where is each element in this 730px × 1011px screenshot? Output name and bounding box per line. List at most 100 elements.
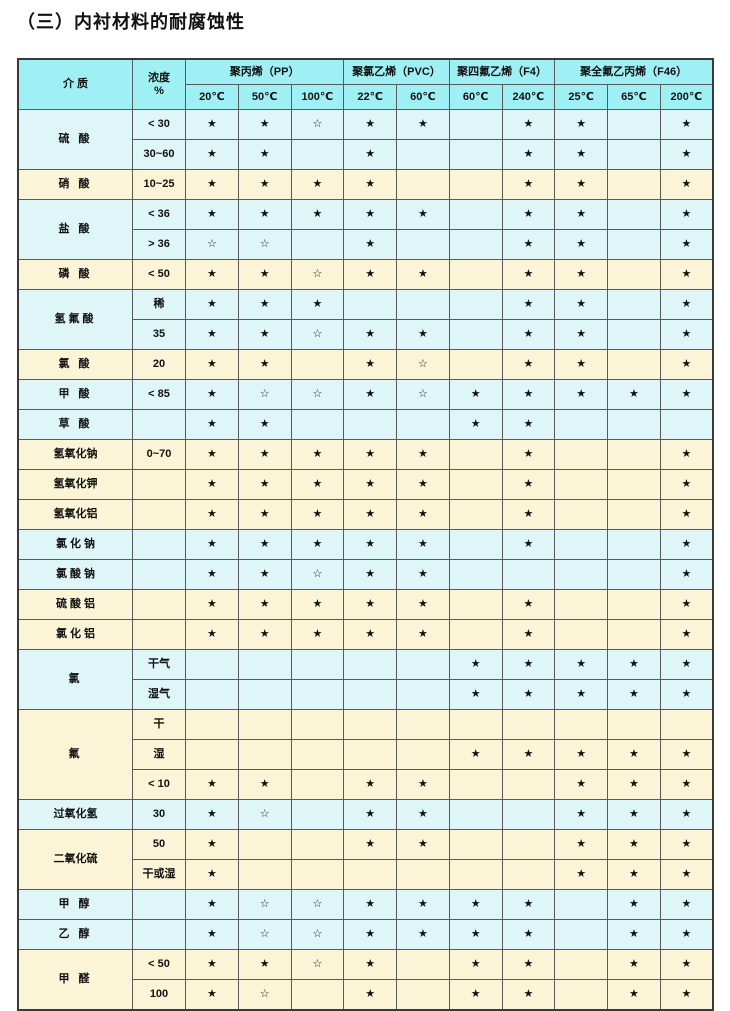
rating-cell: ★ <box>185 619 239 650</box>
rating-cell: ★ <box>554 739 608 770</box>
concentration-cell <box>132 469 186 500</box>
rating-cell <box>290 829 345 860</box>
concentration-cell: 干或湿 <box>132 859 186 890</box>
table-row: 氟干 <box>17 709 714 800</box>
table-row: < 10 ★ ★ ★ ★ ★ ★ ★ <box>18 769 714 800</box>
rating-cell: ★ <box>659 979 714 1011</box>
rating-cell: ★ <box>501 589 556 620</box>
rating-cell <box>607 259 661 290</box>
table-row: 盐 酸 < 36 ★ ★ ★ ★ ★ ★ ★ ★ <box>17 199 714 260</box>
header-concentration-line1: 浓度 <box>148 72 170 85</box>
table-row: 30~60 ★ ★ ★ ★ ★ ★ <box>18 139 714 170</box>
rating-cell: ★ <box>343 829 397 860</box>
rating-cell: ★ <box>501 259 556 290</box>
rating-cell: ★ <box>343 559 397 590</box>
table-row: 草 酸 ★ ★ ★ ★ <box>17 409 714 440</box>
rating-cell <box>501 769 556 800</box>
rating-cell: ★ <box>501 139 556 170</box>
table-row: 甲 醇 ★ ☆ ☆ ★ ★ ★ ★ ★ ★ <box>17 889 714 920</box>
rating-cell <box>448 289 503 320</box>
rating-cell: ☆ <box>237 919 292 950</box>
rating-cell <box>607 589 661 620</box>
header-row-groups: 介 质 浓度 % 聚丙烯（PP） 聚氯乙烯（PVC） 聚四氟乙烯（F4） 聚全氟… <box>17 58 714 110</box>
media-cell: 甲 酸 <box>17 379 133 410</box>
rating-cell <box>607 409 661 440</box>
rating-cell: ★ <box>237 169 292 200</box>
rating-cell <box>185 709 239 740</box>
rating-cell: ★ <box>237 949 292 980</box>
rating-cell: ★ <box>448 379 503 410</box>
rating-cell: ★ <box>185 199 239 230</box>
rating-cell: ★ <box>659 949 714 980</box>
rating-cell <box>607 439 661 470</box>
rating-cell: ★ <box>185 919 239 950</box>
concentration-cell <box>132 589 186 620</box>
rating-cell <box>607 619 661 650</box>
rating-cell: ★ <box>501 679 556 710</box>
table-header: 介 质 浓度 % 聚丙烯（PP） 聚氯乙烯（PVC） 聚四氟乙烯（F4） 聚全氟… <box>17 58 714 110</box>
table-row: > 36 ☆ ☆ ★ ★ ★ ★ <box>18 229 714 260</box>
rating-cell <box>554 529 608 560</box>
rating-cell <box>607 529 661 560</box>
rating-cell: ★ <box>185 529 239 560</box>
rating-cell <box>290 799 345 830</box>
rating-cell <box>396 679 450 710</box>
rating-cell: ★ <box>290 499 345 530</box>
rating-cell: ☆ <box>396 349 450 380</box>
rating-cell: ★ <box>501 499 556 530</box>
rating-cell: ★ <box>396 919 450 950</box>
rating-cell: ★ <box>659 649 714 680</box>
media-cell: 氯 <box>17 649 133 710</box>
rating-cell <box>554 469 608 500</box>
rating-cell: ★ <box>501 439 556 470</box>
rating-cell <box>448 349 503 380</box>
media-cell: 氯 化 钠 <box>17 529 133 560</box>
rating-cell: ★ <box>343 979 397 1011</box>
header-media: 介 质 <box>17 58 133 110</box>
header-row-temps: 20℃ 50℃ 100℃ 22℃ 60℃ 60℃ 240℃ 25℃ 65℃ 20… <box>18 84 714 110</box>
media-cell: 氯 酸 <box>17 349 133 380</box>
rating-cell: ★ <box>659 139 714 170</box>
rating-cell: ★ <box>501 739 556 770</box>
rating-cell: ★ <box>185 469 239 500</box>
table-row: 硝 酸 10~25 ★ ★ ★ ★ ★ ★ ★ <box>17 169 714 200</box>
rating-cell: ★ <box>554 259 608 290</box>
rating-cell: ★ <box>396 469 450 500</box>
rating-cell <box>237 679 292 710</box>
table-row: 硫 酸 < 30 ★ ★ ☆ ★ ★ ★ ★ ★ <box>17 109 714 170</box>
rating-cell <box>501 799 556 830</box>
rating-cell <box>343 739 397 770</box>
concentration-cell: 干 <box>132 709 186 740</box>
rating-cell <box>396 859 450 890</box>
header-group-pvc: 聚氯乙烯（PVC） <box>343 58 450 85</box>
rating-cell: ☆ <box>237 799 292 830</box>
rating-cell: ★ <box>290 469 345 500</box>
rating-cell <box>607 319 661 350</box>
rating-cell <box>448 799 503 830</box>
table-row: 氢氟酸稀 ★ ★ ★ ★ ★ ★ <box>17 289 714 350</box>
rating-cell: ★ <box>396 319 450 350</box>
rating-cell: ★ <box>659 559 714 590</box>
concentration-cell <box>132 409 186 440</box>
header-temp-f4-60: 60℃ <box>448 84 503 110</box>
rating-cell: ★ <box>185 979 239 1011</box>
rating-cell <box>607 709 661 740</box>
rating-cell: ★ <box>501 649 556 680</box>
rating-cell: ★ <box>185 259 239 290</box>
rating-cell: ★ <box>237 139 292 170</box>
rating-cell <box>343 709 397 740</box>
rating-cell: ★ <box>237 589 292 620</box>
concentration-cell <box>132 919 186 950</box>
rating-cell: ★ <box>396 499 450 530</box>
rating-cell: ★ <box>185 169 239 200</box>
rating-cell: ★ <box>607 379 661 410</box>
rating-cell: ★ <box>290 529 345 560</box>
media-cell: 二氧化硫 <box>17 829 133 890</box>
media-cell: 氢氧化铝 <box>17 499 133 530</box>
header-temp-f46-200: 200℃ <box>659 84 714 110</box>
rating-cell: ★ <box>659 889 714 920</box>
rating-cell <box>607 559 661 590</box>
rating-cell: ★ <box>185 949 239 980</box>
rating-cell: ★ <box>237 349 292 380</box>
concentration-cell: 湿 <box>132 739 186 770</box>
